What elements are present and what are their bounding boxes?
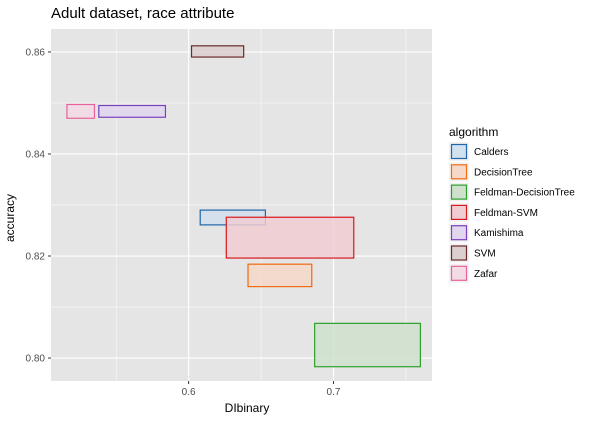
y-tick-label: 0.84 bbox=[26, 149, 46, 160]
data-rectangles bbox=[66, 45, 422, 368]
legend-item: Kamishima bbox=[449, 223, 524, 243]
legend-label: Calders bbox=[474, 147, 508, 158]
legend-item: Calders bbox=[449, 142, 508, 161]
legend-label: DecisionTree bbox=[474, 167, 533, 178]
rect-decisiontree bbox=[247, 263, 313, 288]
y-tick-label: 0.80 bbox=[26, 354, 46, 365]
legend-swatch bbox=[450, 164, 468, 180]
legend-swatch bbox=[450, 184, 468, 200]
legend-item: Zafar bbox=[449, 263, 498, 283]
legend-label: Zafar bbox=[474, 269, 498, 280]
legend-item: Feldman-SVM bbox=[449, 202, 538, 222]
rect-kamishima bbox=[98, 104, 167, 118]
y-axis-title: accuracy bbox=[3, 194, 17, 242]
x-axis-title: DIbinary bbox=[225, 401, 270, 415]
y-axis-ticks: 0.80 0.82 0.84 0.86 bbox=[26, 47, 51, 365]
legend-items: Calders DecisionTree Feldman-DecisionTree F… bbox=[449, 142, 575, 283]
legend-label: Feldman-SVM bbox=[474, 208, 538, 219]
legend-swatch bbox=[450, 225, 468, 241]
x-tick-label: 0.7 bbox=[327, 387, 341, 398]
legend-item: DecisionTree bbox=[449, 162, 533, 182]
grid-lines bbox=[51, 29, 432, 381]
legend: algorithm Calders DecisionTree Feldman-Dec… bbox=[449, 125, 575, 283]
legend-swatch bbox=[450, 245, 468, 261]
legend-label: SVM bbox=[474, 249, 496, 260]
rect-svm bbox=[190, 45, 245, 58]
legend-swatch bbox=[450, 265, 468, 281]
legend-item: Feldman-DecisionTree bbox=[449, 182, 575, 202]
y-tick-label: 0.82 bbox=[26, 252, 46, 263]
legend-label: Kamishima bbox=[474, 228, 524, 239]
legend-title: algorithm bbox=[449, 125, 498, 139]
x-axis-ticks: 0.6 0.7 bbox=[182, 381, 341, 398]
y-tick-label: 0.86 bbox=[26, 47, 46, 58]
rect-feldman-decisiontree bbox=[314, 322, 422, 368]
legend-item: SVM bbox=[449, 243, 496, 263]
legend-swatch bbox=[450, 204, 468, 220]
rect-feldman-svm bbox=[225, 216, 355, 259]
x-tick-label: 0.6 bbox=[182, 387, 196, 398]
legend-swatch bbox=[450, 143, 468, 160]
legend-label: Feldman-DecisionTree bbox=[474, 188, 575, 199]
rect-zafar bbox=[66, 103, 96, 119]
chart-title: Adult dataset, race attribute bbox=[51, 5, 234, 22]
